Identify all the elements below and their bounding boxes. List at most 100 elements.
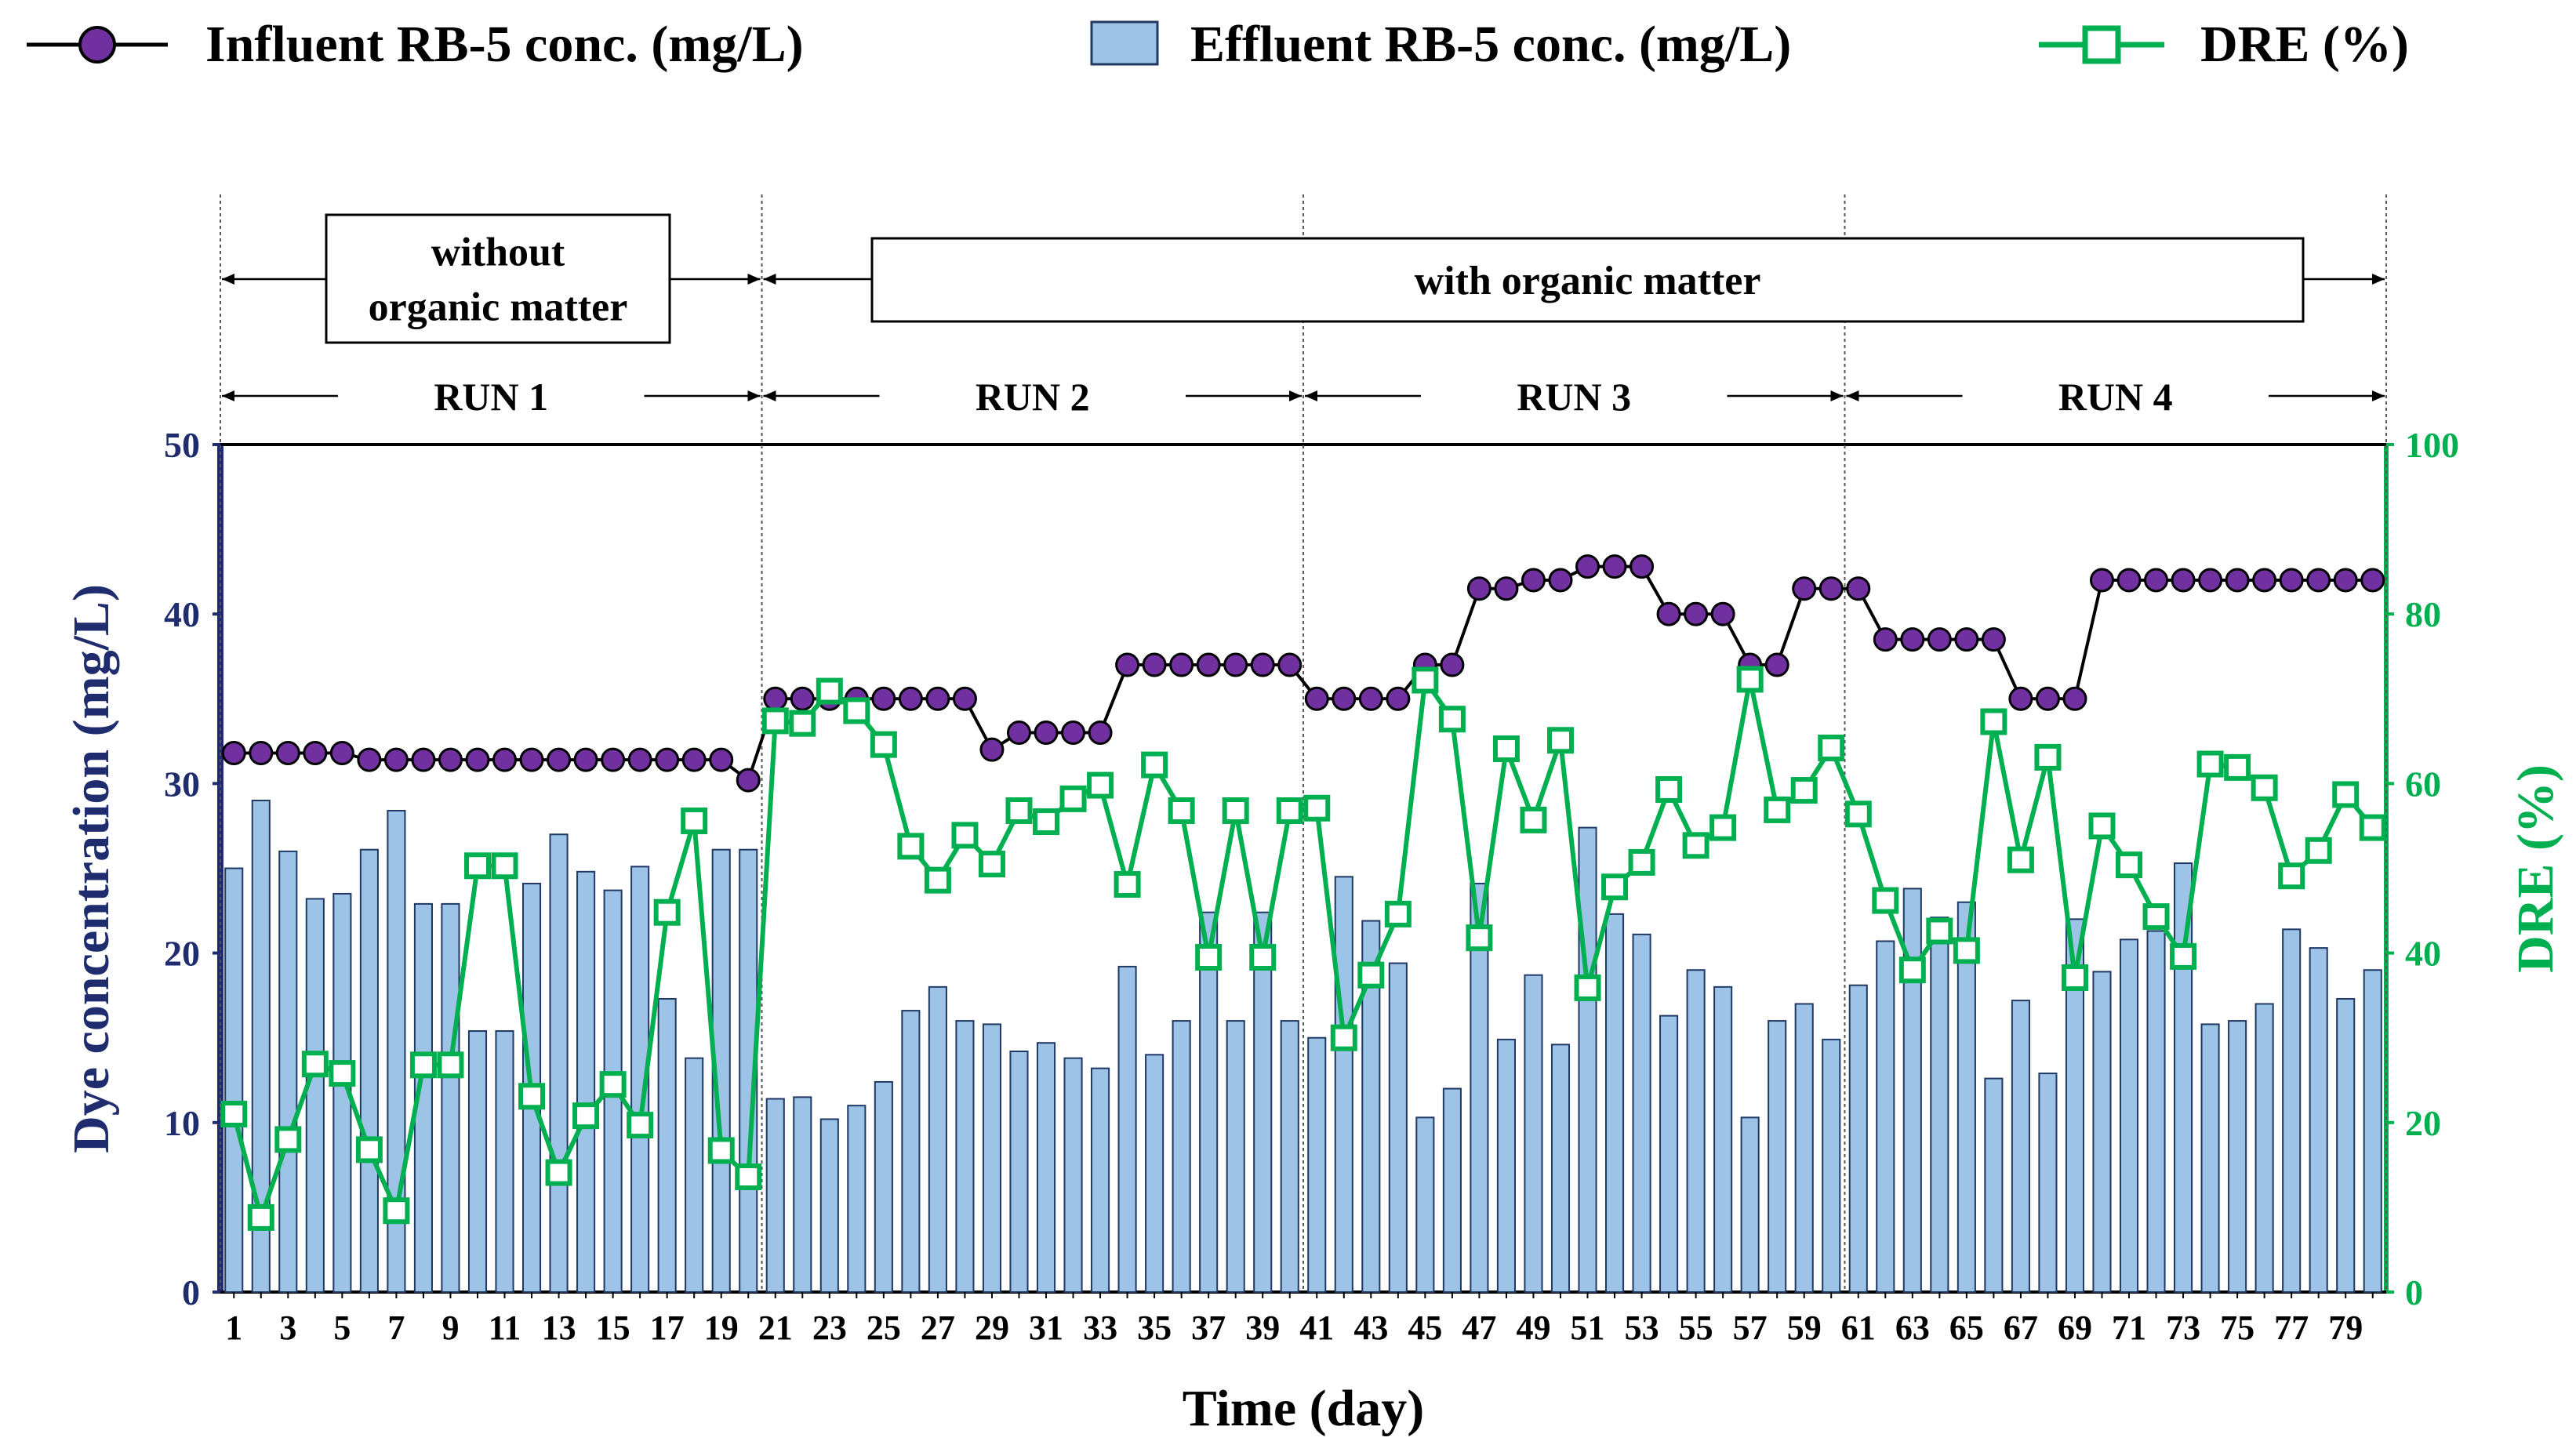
effluent-bar (2200, 1023, 2220, 1294)
dre-point (491, 852, 518, 880)
influent-point (1169, 652, 1194, 677)
effluent-bar (847, 1105, 867, 1294)
dre-point (843, 697, 870, 724)
influent-point (709, 747, 734, 772)
influent-point (1846, 576, 1871, 601)
influent-point (1548, 568, 1573, 593)
phase-label-text: with organic matter (1415, 259, 1761, 303)
x-tick-label: 51 (1571, 1309, 1605, 1347)
dre-point (1709, 814, 1737, 841)
x-tick-label: 15 (596, 1309, 630, 1347)
run-4-arrowhead-right (2372, 390, 2385, 401)
influent-point (1142, 652, 1167, 677)
x-tick-label: 57 (1733, 1309, 1768, 1347)
influent-point (303, 740, 328, 765)
effluent-bar (2092, 971, 2112, 1293)
run-label-2: RUN 2 (976, 375, 1090, 419)
dre-point (2332, 781, 2360, 808)
x-tick-label: 65 (1949, 1309, 1984, 1347)
run-3-arrowhead-left (1305, 390, 1317, 401)
dre-point (437, 1051, 464, 1079)
effluent-bar (874, 1080, 893, 1293)
dre-point (761, 707, 789, 735)
y2-tick-label: 60 (2405, 764, 2441, 804)
phase-1-arrowhead-right (747, 274, 761, 285)
dre-point (1059, 785, 1087, 812)
influent-point (1006, 721, 1031, 746)
effluent-bar (224, 867, 244, 1293)
run-label-3: RUN 3 (1517, 375, 1631, 419)
dre-point (1276, 797, 1303, 824)
x-tick-label: 67 (2004, 1309, 2038, 1347)
effluent-bar (278, 850, 298, 1293)
effluent-bar (1713, 986, 1733, 1293)
effluent-bar (1063, 1057, 1083, 1294)
x-tick-label: 35 (1137, 1309, 1172, 1347)
influent-point (1088, 721, 1113, 746)
dre-point (1412, 666, 1439, 694)
y2-axis-title: DRE (%) (2507, 764, 2564, 973)
influent-point (1792, 576, 1817, 601)
effluent-bar (2336, 997, 2356, 1293)
legend-dre-marker-icon (2082, 25, 2121, 64)
effluent-bar (1442, 1087, 1462, 1294)
influent-point (383, 747, 409, 772)
influent-point (2116, 568, 2142, 593)
effluent-bar (928, 986, 947, 1293)
dre-point (1818, 734, 1845, 761)
influent-point (2333, 568, 2358, 593)
effluent-bar (1334, 876, 1353, 1294)
phase-2-arrowhead-left (763, 274, 776, 285)
x-tick-label: 77 (2274, 1309, 2309, 1347)
effluent-bar (2309, 947, 2328, 1293)
effluent-bar (2011, 1000, 2030, 1293)
x-tick-label: 1 (225, 1309, 242, 1347)
influent-point (1954, 627, 1979, 652)
dre-point (1384, 900, 1412, 927)
effluent-bar (2119, 938, 2139, 1293)
dre-series (220, 666, 2386, 1231)
run-2-arrowhead-left (763, 390, 776, 401)
influent-point (329, 740, 354, 765)
effluent-bar (467, 1030, 488, 1293)
dre-point (545, 1159, 572, 1186)
influent-point (979, 737, 1005, 762)
effluent-bar (685, 1057, 704, 1294)
dre-point (2170, 942, 2197, 970)
influent-point (357, 747, 382, 772)
dre-point (1357, 961, 1385, 989)
effluent-bar (1145, 1054, 1164, 1293)
y-tick-label: 30 (164, 764, 200, 804)
dre-point (951, 822, 979, 849)
x-tick-label: 39 (1245, 1309, 1280, 1347)
dre-point (1574, 974, 1601, 1001)
effluent-bar (1307, 1036, 1327, 1293)
influent-point (898, 686, 923, 711)
run-label-4: RUN 4 (2058, 375, 2173, 419)
effluent-bar (901, 1010, 921, 1294)
dre-point (383, 1197, 410, 1225)
dre-point (2196, 750, 2224, 778)
influent-point (1630, 554, 1655, 579)
effluent-bar (1848, 984, 1868, 1293)
legend: Influent RB-5 conc. (mg/L) Effluent RB-5… (27, 16, 2409, 73)
influent-point (736, 768, 761, 793)
influent-point (2306, 568, 2331, 593)
dre-point (1628, 848, 1655, 876)
influent-point (1521, 568, 1546, 593)
effluent-bar (1550, 1044, 1571, 1294)
dre-point (2088, 812, 2116, 840)
influent-point (2035, 686, 2060, 711)
dre-point (1655, 775, 1683, 803)
run-1-arrowhead-left (222, 390, 234, 401)
influent-point (601, 747, 626, 772)
x-tick-label: 31 (1029, 1309, 1063, 1347)
dre-point (1249, 944, 1277, 971)
phase-label-box (870, 237, 2305, 323)
influent-point (1277, 652, 1303, 677)
legend-influent-marker-icon (78, 26, 116, 64)
dre-point (978, 851, 1005, 878)
dre-point (1601, 873, 1629, 901)
effluent-bar (495, 1030, 514, 1293)
